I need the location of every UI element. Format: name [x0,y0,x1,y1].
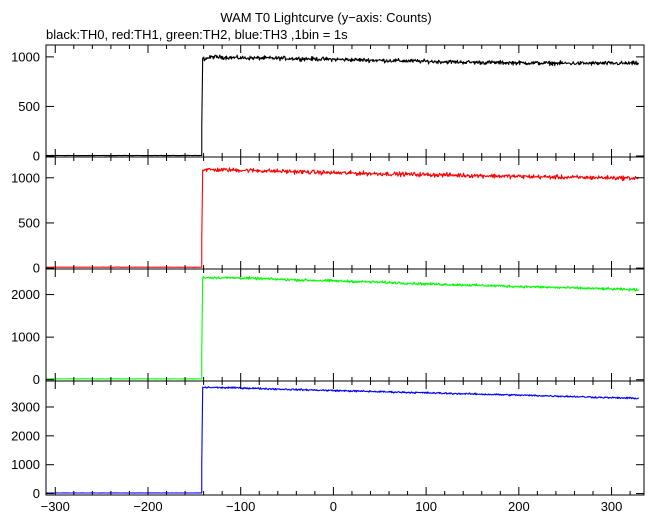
chart-subtitle: black:TH0, red:TH1, green:TH2, blue:TH3 … [46,27,348,42]
x-tick-label: 200 [508,499,530,514]
x-tick-label: 100 [415,499,437,514]
y-tick-label: 1000 [11,49,40,64]
x-tick-label: −100 [226,499,255,514]
y-tick-label: 0 [33,261,40,276]
y-tick-label: 2000 [11,287,40,302]
y-tick-label: 1000 [11,330,40,345]
y-tick-label: 0 [33,149,40,164]
x-tick-label: −200 [133,499,162,514]
x-tick-label: 300 [601,499,623,514]
x-tick-label: −300 [41,499,70,514]
y-tick-label: 2000 [11,428,40,443]
series-line-th1 [45,167,640,268]
y-tick-label: 500 [18,215,40,230]
x-tick-label: 0 [330,499,337,514]
y-tick-label: 3000 [11,399,40,414]
chart-title: WAM T0 Lightcurve (y−axis: Counts) [220,10,432,25]
y-tick-label: 500 [18,99,40,114]
series-line-th2 [45,276,640,380]
series-line-th0 [45,54,640,157]
y-tick-label: 1000 [11,457,40,472]
series-line-th3 [45,386,640,494]
y-tick-label: 0 [33,372,40,387]
panel-frame-th3 [45,380,645,496]
panel-frame-th2 [45,268,645,382]
y-tick-label: 0 [33,486,40,501]
y-tick-label: 1000 [11,170,40,185]
panel-frame-th1 [45,156,645,270]
